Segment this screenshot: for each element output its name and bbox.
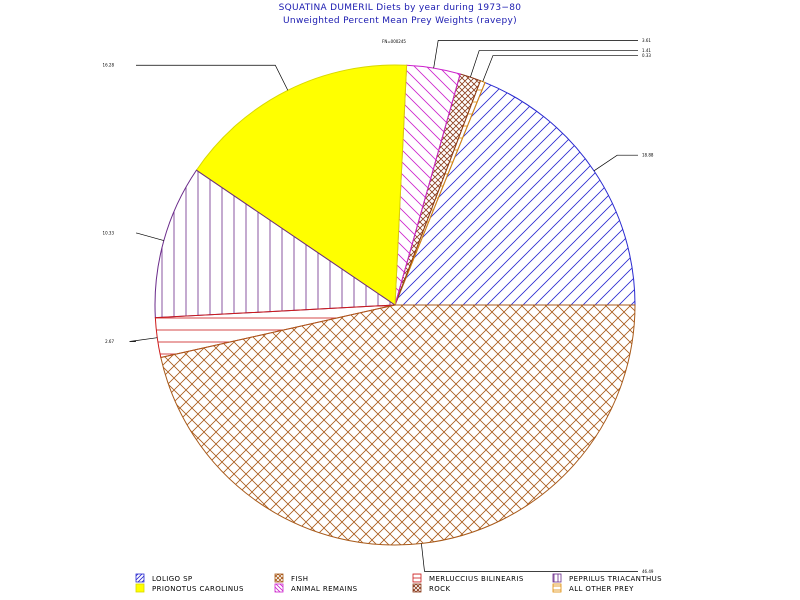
top-note: FN=000245 [382,39,406,44]
legend-label-all-other-prey: ALL OTHER PREY [569,585,634,593]
legend-item-loligo-sp: LOLIGO SP [135,573,193,583]
legend-swatch-loligo-sp [135,573,145,583]
slice-label-animal-remains: 3.61 [642,38,651,43]
legend-swatch-peprilus-triacanthus [552,573,562,583]
slice-label-peprilus-triacanthus: 10.33 [103,231,115,236]
leader-line-prionotus-carolinus [136,64,289,91]
legend-label-fish: FISH [291,575,308,583]
pie-slice-loligo-sp [394,81,636,306]
legend-label-merluccius-bilinearis: MERLUCCIUS BILINEARIS [429,575,524,583]
legend-item-animal-remains: ANIMAL REMAINS [274,583,358,593]
legend-label-animal-remains: ANIMAL REMAINS [291,585,358,593]
legend-label-prionotus-carolinus: PRIONOTUS CAROLINUS [152,585,244,593]
leader-line-all-other-prey [482,55,638,82]
pie-slice-peprilus-triacanthus [154,169,397,319]
slice-label-all-other-prey: 0.33 [642,53,651,58]
legend-item-rock: ROCK [412,583,450,593]
legend-item-peprilus-triacanthus: PEPRILUS TRIACANTHUS [552,573,662,583]
legend-item-fish: FISH [274,573,308,583]
slice-label-loligo-sp: 18.88 [642,153,654,158]
legend-label-peprilus-triacanthus: PEPRILUS TRIACANTHUS [569,575,662,583]
legend-swatch-rock [412,583,422,593]
legend-item-merluccius-bilinearis: MERLUCCIUS BILINEARIS [412,573,524,583]
leader-line-loligo-sp [593,154,638,172]
leader-line-animal-remains [433,40,638,69]
legend-label-rock: ROCK [429,585,450,593]
leader-line-peprilus-triacanthus [136,232,164,241]
slice-label-rock: 1.41 [642,48,651,53]
slice-label-prionotus-carolinus: 16.28 [103,63,115,68]
legend-swatch-all-other-prey [552,583,562,593]
pie-slice-fish [160,304,636,546]
slice-label-fish: 46.49 [642,569,654,574]
slice-label-merluccius-bilinearis: 2.67 [105,339,114,344]
leader-line-rock [470,50,638,78]
leader-line-fish [421,543,638,572]
legend-swatch-fish [274,573,284,583]
chart-title: SQUATINA DUMERIL Diets by year during 19… [278,3,522,13]
pie-slice-prionotus-carolinus [195,64,408,306]
chart-subtitle: Unweighted Percent Mean Prey Weights (ra… [283,16,517,26]
legend-swatch-merluccius-bilinearis [412,573,422,583]
legend-item-all-other-prey: ALL OTHER PREY [552,583,634,593]
legend-item-prionotus-carolinus: PRIONOTUS CAROLINUS [135,583,244,593]
legend-label-loligo-sp: LOLIGO SP [152,575,193,583]
leader-line-merluccius-bilinearis [129,337,158,342]
legend-swatch-prionotus-carolinus [135,583,145,593]
legend-swatch-animal-remains [274,583,284,593]
